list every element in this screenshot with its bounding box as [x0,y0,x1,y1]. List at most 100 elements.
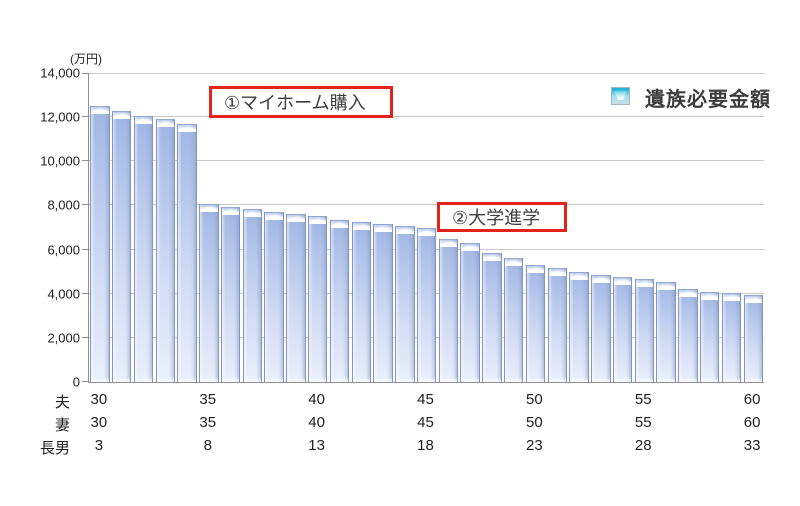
y-axis-tick-label: 4,000 [47,286,80,302]
bar [547,268,567,382]
bar-slot [372,73,394,382]
y-axis-tick [82,381,89,382]
x-axis-row-label: 夫 [54,394,70,411]
bar-slot [263,73,285,382]
x-axis-tick-label: 18 [417,437,434,454]
bar [351,221,371,383]
bar [220,206,241,383]
bar [591,274,611,383]
x-axis-tick-label: 50 [526,414,543,431]
x-axis-tick-label: 8 [203,437,212,454]
bar-slot [742,73,764,383]
x-axis-tick-label: 35 [199,391,217,408]
bar-slot [416,73,438,382]
bar [569,271,589,383]
x-axis-rows: 夫 30 35 40 45 50 55 60 妻 30 35 40 45 50 55 60 長男 3 8 13 18 23… [40,391,763,461]
bar-slot [546,73,568,382]
bar [155,119,175,382]
x-axis-row: 夫 30 35 40 45 50 55 60 [55,391,763,413]
annotation-university: ②大学進学 [437,202,567,232]
y-axis-tick-label: 6,000 [47,242,80,258]
bar-slot [634,73,656,382]
bar [700,291,720,383]
bar-slot [220,73,242,383]
bar-slot [721,73,743,383]
y-axis-tick [82,160,89,162]
y-axis-tick [82,248,89,250]
bar-slot [677,73,699,382]
y-axis-tick-label: 10,000 [40,153,80,169]
bar [504,258,524,382]
x-axis-tick-label: 33 [743,437,761,454]
bar [460,242,480,383]
bar-slot [176,73,198,383]
bar-slot [111,73,133,383]
x-axis-tick-label: 28 [634,437,652,454]
x-axis-row-label: 妻 [54,417,70,434]
gridline [89,204,764,206]
bar [482,252,502,383]
y-axis-tick [82,116,89,118]
bar [612,277,633,382]
bar-slot [699,73,721,383]
annotation-university-label: ②大学進学 [452,208,541,228]
legend-label: 遺族必要金額 [645,89,771,111]
bar-slot [307,73,329,382]
annotation-home-purchase-label: ①マイホーム購入 [224,93,366,113]
x-axis-tick-label: 3 [94,437,104,454]
x-axis-tick-label: 40 [308,414,325,431]
gridline [89,73,764,74]
x-axis-tick-label: 30 [90,391,108,408]
x-axis-row: 妻 30 35 40 45 50 55 60 [55,414,763,436]
bar [634,279,655,382]
y-axis-labels: 0 2,000 4,000 6,000 8,000 10,000 12,000 14,000 [0,66,80,390]
y-axis-unit-label: (万円) [70,52,102,66]
bar [373,224,393,382]
x-axis-tick-label: 45 [417,414,434,431]
bar-slot [590,73,612,383]
y-axis-tick [82,292,89,294]
y-axis-tick [82,73,89,74]
y-axis-tick-label: 8,000 [47,197,80,213]
bar [721,292,742,383]
x-axis-tick-label: 35 [199,414,217,431]
bar [525,265,546,382]
bar-slot [655,73,677,383]
bar [199,204,219,382]
x-axis-tick-label: 55 [634,391,652,408]
y-axis-tick-label: 14,000 [40,65,80,81]
bar-slot [525,73,547,382]
bar-slot [438,73,460,383]
gridline [89,160,764,162]
x-axis-tick-label: 55 [634,414,652,431]
bar [264,212,284,382]
plot-area [82,73,764,383]
x-axis-tick-label: 40 [308,391,325,408]
bar-slot [503,73,525,382]
bar [286,214,306,382]
bar-slot [459,73,481,383]
bar [177,123,197,383]
bar-slot [350,73,372,383]
bar [307,216,328,382]
bar [656,281,676,383]
bar-slot [133,73,155,382]
bar-slot [89,73,111,382]
bar-slot [612,73,634,382]
x-axis-tick-label: 60 [743,414,761,431]
x-axis-row: 長男 3 8 13 18 23 28 33 [40,437,763,459]
bar [133,116,154,382]
bar [678,289,698,382]
legend: 遺族必要金額 [611,83,771,112]
x-axis-tick-label: 30 [90,414,108,431]
x-axis-tick-label: 50 [526,391,543,408]
bar-slot [568,73,590,383]
y-axis-tick-label: 0 [72,374,80,390]
x-axis-tick-label: 13 [308,437,325,454]
annotation-home-purchase: ①マイホーム購入 [209,86,393,118]
gridline [89,116,764,118]
bar-slot [154,73,176,382]
y-axis-tick-label: 2,000 [47,330,80,346]
bar [743,294,764,383]
